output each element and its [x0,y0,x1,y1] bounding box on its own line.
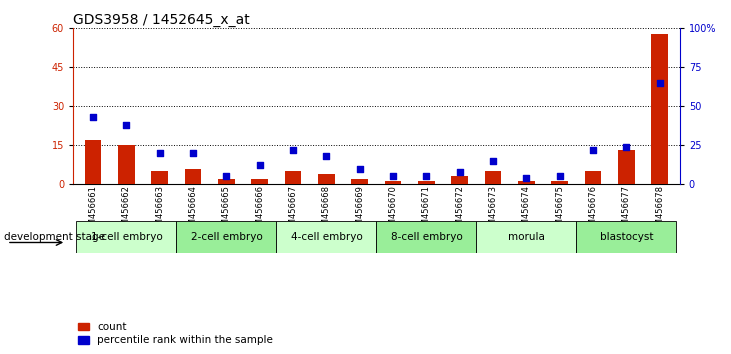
Point [554,173,566,179]
Point [254,162,265,168]
Point [321,153,333,159]
Point [454,169,466,175]
Point [287,147,299,153]
Text: GDS3958 / 1452645_x_at: GDS3958 / 1452645_x_at [73,13,250,27]
Text: 4-cell embryo: 4-cell embryo [291,232,363,242]
Legend: count, percentile rank within the sample: count, percentile rank within the sample [78,322,273,345]
Text: 8-cell embryo: 8-cell embryo [390,232,462,242]
Point [87,114,99,120]
Bar [585,171,602,184]
Point [387,173,399,179]
Bar [477,221,577,253]
Text: development stage: development stage [4,232,105,242]
Bar [376,221,477,253]
Bar [385,182,401,184]
Point [221,173,232,179]
Bar [452,176,468,184]
Bar [85,140,102,184]
Bar [185,169,202,184]
Point [488,158,499,164]
Bar [485,171,501,184]
Bar [518,182,535,184]
Bar [77,221,176,253]
Bar [577,221,676,253]
Bar [118,145,135,184]
Point [420,173,432,179]
Bar [151,171,168,184]
Bar [651,34,668,184]
Text: 1-cell embryo: 1-cell embryo [91,232,162,242]
Text: morula: morula [508,232,545,242]
Point [654,80,666,86]
Text: blastocyst: blastocyst [599,232,654,242]
Point [154,150,166,156]
Point [121,122,132,128]
Text: 2-cell embryo: 2-cell embryo [191,232,262,242]
Bar [318,174,335,184]
Point [187,150,199,156]
Point [621,144,632,149]
Bar [218,179,235,184]
Point [587,147,599,153]
Point [520,175,532,181]
Bar [285,171,301,184]
Bar [251,179,268,184]
Bar [276,221,376,253]
Bar [618,150,635,184]
Bar [352,179,368,184]
Bar [418,182,435,184]
Bar [176,221,276,253]
Bar [551,182,568,184]
Point [354,166,366,171]
